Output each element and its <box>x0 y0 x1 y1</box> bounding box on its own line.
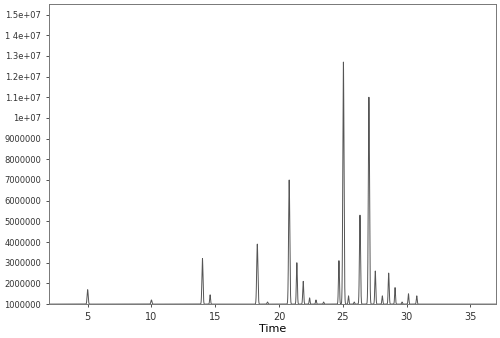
X-axis label: Time: Time <box>259 324 286 334</box>
